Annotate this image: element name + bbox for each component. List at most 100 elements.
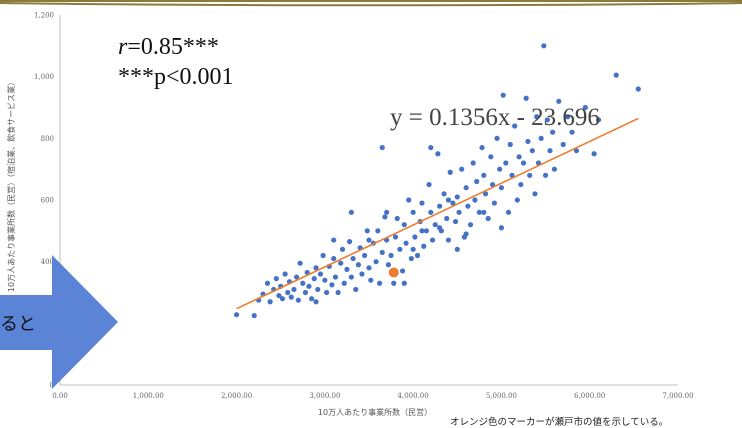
- data-point: [379, 144, 385, 151]
- points-layer: [233, 43, 641, 319]
- data-point: [527, 172, 533, 178]
- data-point: [294, 274, 300, 280]
- data-point: [547, 148, 553, 154]
- data-point: [350, 255, 356, 262]
- data-point: [444, 215, 450, 222]
- r-value: =0.85***: [127, 34, 219, 60]
- data-point: [414, 252, 421, 259]
- data-point: [335, 289, 341, 296]
- data-point: [295, 297, 301, 303]
- data-point: [529, 148, 535, 154]
- data-point: [344, 266, 350, 272]
- data-point: [613, 72, 619, 78]
- data-point: [635, 86, 641, 92]
- data-point: [479, 144, 485, 151]
- data-point: [376, 280, 383, 286]
- data-point: [388, 252, 394, 259]
- data-point: [494, 135, 500, 141]
- data-point: [498, 185, 505, 191]
- data-point: [273, 276, 279, 282]
- data-point: [518, 181, 524, 188]
- x-tick-label: 7,000.00: [662, 392, 693, 400]
- trendline: [236, 117, 639, 310]
- data-point: [482, 191, 489, 197]
- regression-equation: y = 0.1356x - 23.696: [390, 104, 600, 131]
- data-point: [403, 240, 409, 246]
- data-point: [264, 280, 271, 286]
- y-tick-label: 0: [50, 382, 54, 390]
- data-point: [317, 271, 324, 277]
- data-point: [491, 200, 497, 206]
- footnote: オレンジ色のマーカーが瀬戸市の値を示している。: [450, 417, 669, 428]
- data-point: [467, 222, 474, 228]
- data-point: [445, 237, 452, 243]
- data-point: [435, 151, 441, 157]
- data-point: [419, 228, 425, 234]
- data-point: [507, 141, 513, 148]
- data-point: [408, 255, 414, 262]
- data-point: [532, 191, 538, 197]
- data-point: [428, 209, 434, 215]
- data-point: [379, 249, 385, 256]
- x-axis-title: 10万人あたり事業所数（民営）: [318, 407, 432, 417]
- data-point: [498, 225, 505, 231]
- data-point: [410, 246, 416, 252]
- data-point: [516, 154, 522, 160]
- y-tick-label: 1,000: [34, 73, 54, 81]
- x-tick-label: 6,000.00: [574, 392, 605, 400]
- y-tick-label: 600: [41, 197, 54, 205]
- data-point: [322, 277, 328, 283]
- data-point: [399, 268, 406, 274]
- data-point: [406, 197, 412, 203]
- data-point: [470, 160, 476, 166]
- data-point: [447, 169, 453, 175]
- data-point: [288, 294, 294, 300]
- data-point: [285, 289, 291, 296]
- data-point: [368, 277, 374, 283]
- data-point: [450, 200, 456, 206]
- data-point: [463, 185, 469, 191]
- data-point: [503, 160, 509, 166]
- data-point: [401, 222, 407, 228]
- data-point: [454, 194, 460, 200]
- data-point: [541, 43, 547, 49]
- data-point: [348, 209, 354, 215]
- data-point: [353, 286, 359, 293]
- data-point: [428, 144, 434, 151]
- data-point: [375, 228, 381, 234]
- data-point: [534, 114, 540, 120]
- data-point: [391, 280, 397, 286]
- highlighted-point: [388, 267, 399, 278]
- data-point: [565, 114, 571, 120]
- data-point: [512, 123, 518, 129]
- data-point: [267, 299, 273, 305]
- data-point: [364, 228, 370, 234]
- data-point: [437, 203, 443, 209]
- data-point: [463, 231, 469, 237]
- data-point: [538, 135, 544, 141]
- data-point: [366, 265, 372, 271]
- y-tick-label: 800: [41, 135, 54, 143]
- data-point: [591, 151, 597, 157]
- data-point: [341, 280, 347, 286]
- data-point: [429, 237, 436, 243]
- data-point: [514, 197, 520, 203]
- data-point: [331, 237, 337, 243]
- data-point: [311, 276, 317, 282]
- data-point: [251, 313, 257, 319]
- p-label: ***p<0.001: [118, 64, 234, 90]
- x-tick-label: 5,000.00: [486, 392, 517, 400]
- data-point: [339, 246, 346, 252]
- data-point: [544, 117, 550, 123]
- data-point: [397, 246, 403, 252]
- data-point: [432, 222, 438, 228]
- x-tick-label: 2,000.00: [221, 392, 252, 400]
- data-point: [505, 209, 512, 215]
- data-point: [423, 228, 429, 234]
- data-point: [419, 200, 425, 206]
- data-point: [331, 255, 337, 262]
- x-tick-label: 0.00: [52, 392, 68, 400]
- data-point: [306, 283, 312, 289]
- data-point: [276, 292, 282, 299]
